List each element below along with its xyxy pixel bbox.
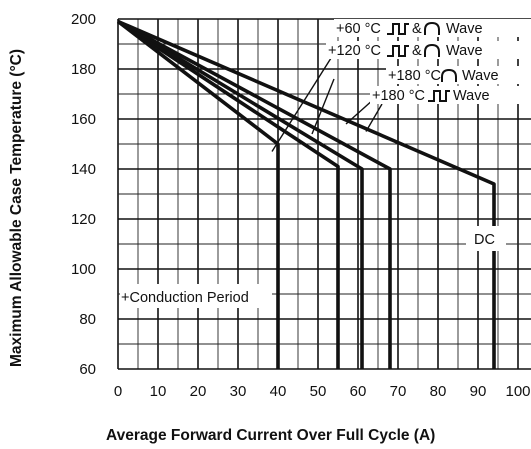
series-curve-1 [116,20,280,369]
legend-180a-wave: Wave [462,68,499,84]
conduction-label: +Conduction Period [121,290,249,306]
legend-120-amp: & [412,43,422,59]
x-tick-label: 40 [270,383,287,400]
dc-label-box [466,226,506,251]
series-curve-4 [117,19,392,369]
x-tick-label: 0 [114,383,122,400]
annotation-leader-line [365,103,383,132]
legend-60-temp: +60 °C [336,21,381,37]
x-tick-label: 100 [505,383,530,400]
annotation-leader-line [311,78,335,135]
legend-180b-wave: Wave [453,88,490,104]
x-tick-label: 70 [390,383,407,400]
legend-label-180-sine: +180 °C Wave [386,66,531,84]
x-tick-label: 20 [190,383,207,400]
legend-label-60: +60 °C & Wave [334,19,531,37]
legend-120-wave: Wave [446,43,483,59]
square-wave-icon [387,45,409,57]
y-tick-label: 120 [71,211,96,228]
sine-wave-icon [424,21,440,35]
x-tick-label: 90 [470,383,487,400]
legend-120-temp: +120 °C [328,43,381,59]
legend-60-wave: Wave [446,21,483,37]
y-tick-labels: 60 80 100 120 140 160 180 200 [71,11,96,378]
dc-label: DC [474,232,495,248]
conduction-label-box [120,284,272,308]
x-tick-label: 30 [230,383,247,400]
y-tick-label: 200 [71,11,96,28]
x-tick-label: 60 [350,383,367,400]
legend-label-120: +120 °C & Wave [326,41,531,59]
y-axis-title: Maximum Allowable Case Temperature (°C) [8,49,25,367]
legend-label-180-square: +180 °C Wave [370,86,531,104]
annotation-leaders [271,56,389,152]
legend-180a-temp: +180 °C [388,68,441,84]
y-tick-label: 180 [71,61,96,78]
x-tick-label: 50 [310,383,327,400]
y-tick-label: 60 [79,361,96,378]
y-tick-label: 160 [71,111,96,128]
sine-wave-icon [441,68,457,82]
series-curve-2 [117,19,340,369]
sine-wave-icon [424,43,440,57]
x-tick-labels: 0 10 20 30 40 50 60 70 80 90 100 [114,383,531,400]
y-tick-label: 140 [71,161,96,178]
x-axis-title: Average Forward Current Over Full Cycle … [106,427,435,444]
y-tick-label: 80 [79,311,96,328]
annotation-leader-line [271,56,333,152]
series-curve-5 [117,19,496,369]
legend-180b-temp: +180 °C [372,88,425,104]
x-tick-label: 10 [150,383,167,400]
y-tick-label: 100 [71,261,96,278]
square-wave-icon [428,90,450,102]
series-curve-3 [117,19,364,369]
square-wave-icon [387,23,409,35]
x-tick-label: 80 [430,383,447,400]
legend-60-amp: & [412,21,422,37]
series-curves [116,19,496,369]
